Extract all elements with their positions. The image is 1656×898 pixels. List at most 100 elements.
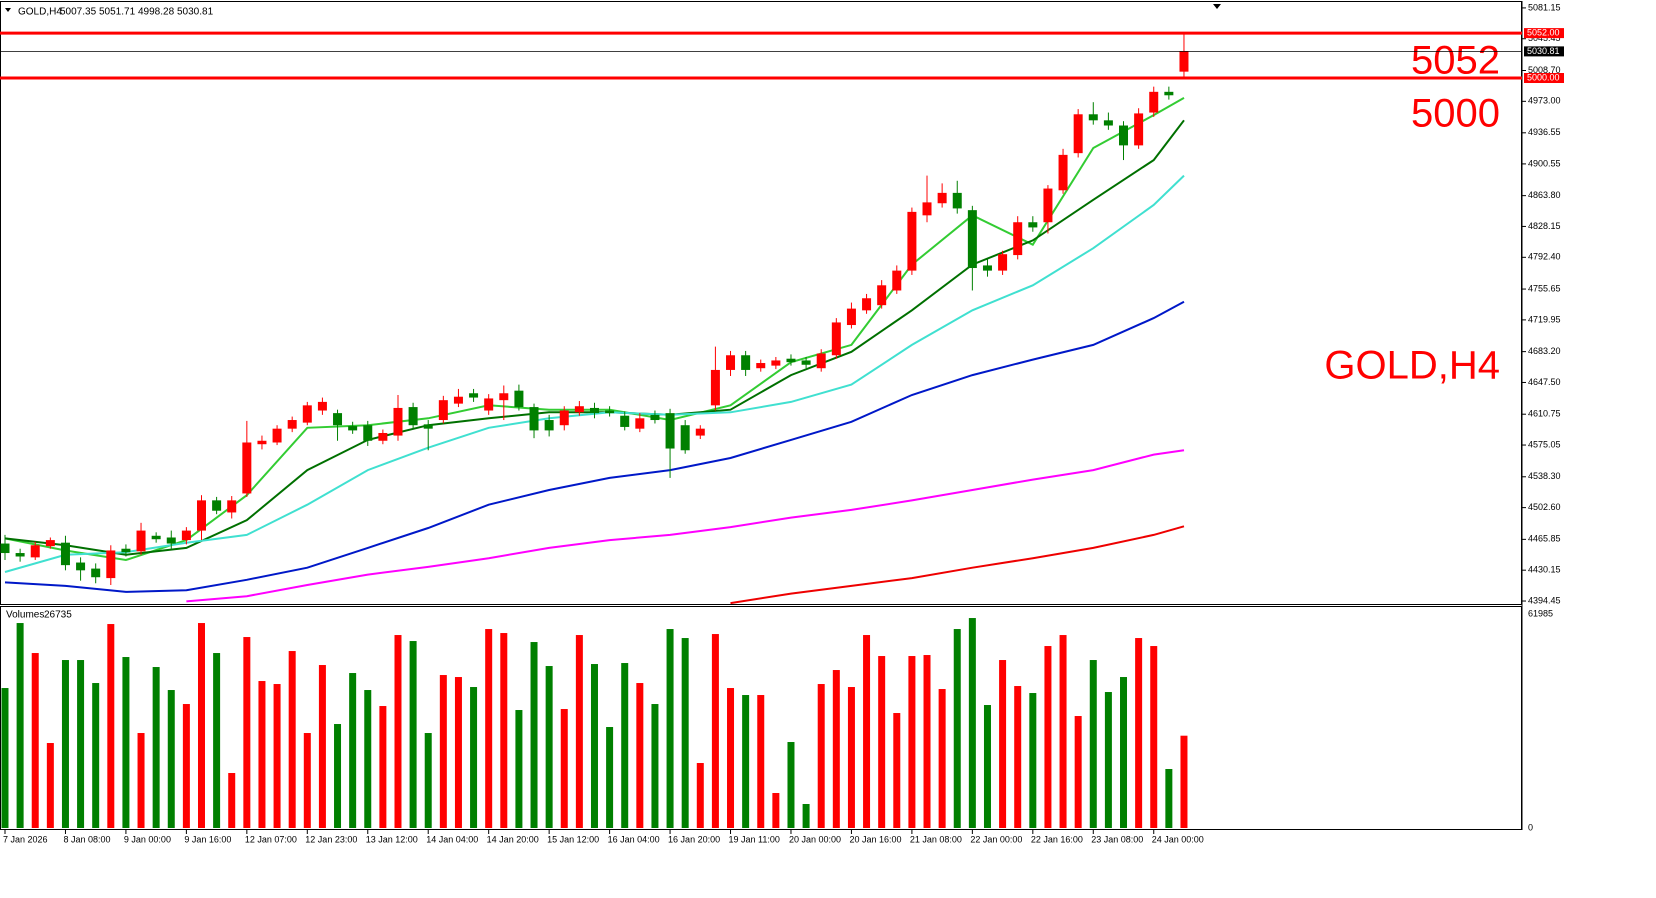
volume-bar bbox=[651, 704, 659, 828]
volume-bar bbox=[152, 667, 160, 828]
volume-bar bbox=[167, 690, 175, 828]
y-tick-label: 4538.30 bbox=[1528, 471, 1561, 481]
y-tick-label: 4394.45 bbox=[1528, 595, 1561, 605]
x-tick-label: 20 Jan 16:00 bbox=[849, 834, 901, 844]
candle-body bbox=[76, 562, 86, 571]
x-tick-label: 8 Jan 08:00 bbox=[63, 834, 110, 844]
candle-body bbox=[0, 543, 10, 554]
candle-body bbox=[212, 500, 222, 511]
candle-body bbox=[605, 410, 615, 414]
volume-bar bbox=[349, 673, 357, 828]
candle-body bbox=[438, 400, 448, 421]
annotation: 5000 bbox=[1411, 92, 1500, 136]
x-tick-label: 12 Jan 07:00 bbox=[245, 834, 297, 844]
candle-body bbox=[741, 355, 751, 370]
x-tick-label: 9 Jan 00:00 bbox=[124, 834, 171, 844]
price-tag bbox=[1524, 28, 1564, 39]
y-tick-label: 4647.50 bbox=[1528, 377, 1561, 387]
candle-body bbox=[15, 553, 25, 557]
header-close: 5030.81 bbox=[177, 7, 214, 18]
y-tick-label: 4683.20 bbox=[1528, 346, 1561, 356]
volume-bar bbox=[1120, 677, 1128, 828]
x-tick-label: 20 Jan 00:00 bbox=[789, 834, 841, 844]
candle-body bbox=[196, 500, 206, 531]
x-tick-label: 16 Jan 04:00 bbox=[608, 834, 660, 844]
y-tick-label: 5045.45 bbox=[1528, 33, 1561, 43]
volume-bar bbox=[1180, 735, 1188, 828]
volume-bar bbox=[545, 666, 553, 828]
volume-bar bbox=[1135, 638, 1143, 828]
volume-bar bbox=[999, 660, 1007, 828]
x-tick-label: 14 Jan 04:00 bbox=[426, 834, 478, 844]
y-tick-label: 4610.75 bbox=[1528, 409, 1561, 419]
volume-bar bbox=[31, 653, 39, 828]
candle-body bbox=[227, 500, 237, 513]
candle-body bbox=[1013, 222, 1023, 256]
candle-body bbox=[574, 406, 584, 413]
y-tick-label: 4936.55 bbox=[1528, 127, 1561, 137]
candle-body bbox=[257, 440, 267, 445]
y-tick-label: 0 bbox=[1528, 822, 1533, 832]
moving-average bbox=[4, 300, 1185, 593]
candle-body bbox=[816, 353, 826, 369]
x-tick-label: 7 Jan 2026 bbox=[3, 834, 48, 844]
candle-body bbox=[363, 425, 373, 441]
candle-body bbox=[302, 405, 312, 423]
volume-bar bbox=[908, 656, 916, 828]
volume-bar bbox=[197, 623, 205, 828]
volume-bar bbox=[515, 710, 523, 828]
price-tag bbox=[1524, 46, 1564, 57]
volume-bar bbox=[137, 733, 145, 828]
candle-body bbox=[333, 413, 343, 426]
y-tick-label: 4900.55 bbox=[1528, 158, 1561, 168]
volume-bar bbox=[303, 733, 311, 828]
volume-bar bbox=[590, 664, 598, 828]
candle-body bbox=[937, 192, 947, 204]
price-tag-label: 5052.00 bbox=[1527, 27, 1560, 37]
volume-bar bbox=[273, 684, 281, 828]
x-tick-label: 23 Jan 08:00 bbox=[1091, 834, 1143, 844]
candle-body bbox=[1149, 91, 1159, 113]
candle-body bbox=[121, 548, 131, 553]
volume-bar bbox=[107, 624, 115, 828]
volume-bar bbox=[832, 670, 840, 828]
candle-body bbox=[1073, 114, 1083, 154]
candle-body bbox=[166, 537, 176, 544]
candle-body bbox=[469, 393, 479, 398]
volume-bar bbox=[1074, 716, 1082, 828]
candle-body bbox=[559, 410, 569, 426]
volume-bar bbox=[439, 675, 447, 828]
x-tick-label: 14 Jan 20:00 bbox=[487, 834, 539, 844]
moving-average bbox=[4, 97, 1185, 562]
volume-bar bbox=[953, 629, 961, 828]
moving-average bbox=[4, 174, 1185, 573]
candle-body bbox=[1179, 51, 1189, 72]
x-tick-label: 24 Jan 00:00 bbox=[1152, 834, 1204, 844]
volume-bar bbox=[1150, 646, 1158, 828]
candle-body bbox=[846, 308, 856, 326]
candle-body bbox=[967, 210, 977, 269]
candle-body bbox=[499, 393, 509, 401]
volume-bar bbox=[122, 657, 130, 828]
volume-bar bbox=[470, 687, 478, 828]
volume-bar bbox=[228, 773, 236, 828]
candle-body bbox=[635, 418, 645, 429]
candle-body bbox=[1134, 113, 1144, 146]
header-high: 5051.71 bbox=[99, 7, 136, 18]
candle-body bbox=[1103, 120, 1113, 126]
volume-bar bbox=[817, 684, 825, 828]
volume-bar bbox=[560, 709, 568, 828]
candle-body bbox=[408, 407, 418, 426]
candle-body bbox=[1088, 114, 1098, 121]
volume-bar bbox=[681, 638, 689, 828]
x-tick-label: 9 Jan 16:00 bbox=[184, 834, 231, 844]
candle-body bbox=[30, 545, 40, 558]
volume-bar bbox=[1165, 769, 1173, 828]
candle-body bbox=[317, 401, 327, 411]
volume-bar bbox=[288, 651, 296, 828]
volume-bar bbox=[334, 724, 342, 828]
price-tag-label: 5000.00 bbox=[1527, 72, 1560, 82]
candle-body bbox=[60, 542, 70, 566]
menu-arrow[interactable] bbox=[5, 8, 11, 12]
